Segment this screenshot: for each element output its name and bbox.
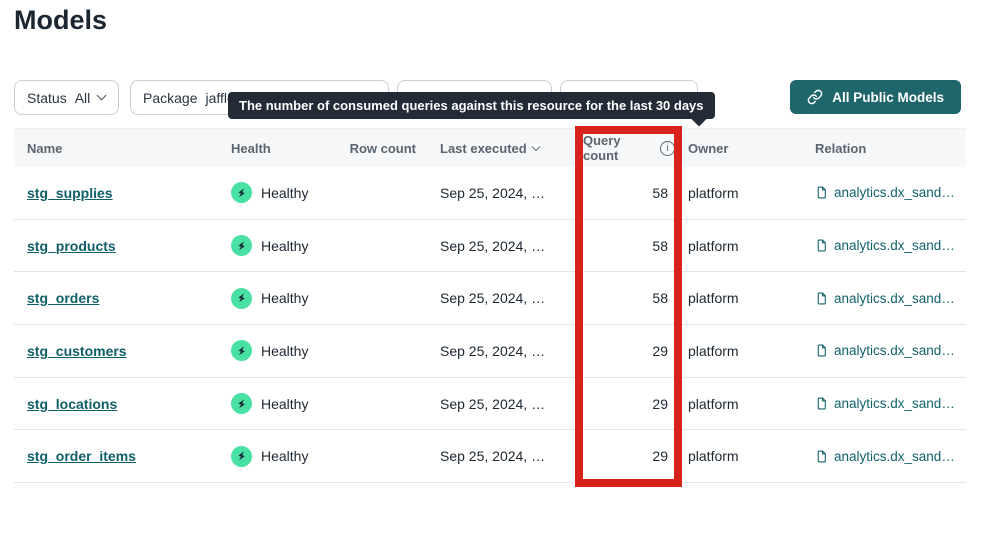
lightning-bolt-icon [231,287,252,309]
relation-text: analytics.dx_sand… [834,290,955,306]
health-status-text: Healthy [261,342,309,359]
owner-cell: platform [688,290,739,307]
owner-cell: platform [688,184,739,201]
owner-cell: platform [688,237,739,254]
last-executed-cell: Sep 25, 2024, … [440,290,546,307]
table-row: stg_products Healthy Sep 25, 2024, … 58 … [14,219,966,273]
table-row: stg_order_items Healthy Sep 25, 2024, … … [14,430,966,484]
query-count-cell: 58 [652,237,668,254]
column-header-last-executed[interactable]: Last executed [440,141,583,156]
model-link[interactable]: stg_products [27,237,116,254]
model-link[interactable]: stg_supplies [27,184,113,201]
last-executed-cell: Sep 25, 2024, … [440,395,546,412]
health-status-text: Healthy [261,184,309,201]
status-filter-value: All [74,89,91,106]
relation-text: analytics.dx_sand… [834,396,955,412]
model-link[interactable]: stg_order_items [27,448,136,465]
lightning-bolt-icon [231,340,252,362]
query-count-label: Query count [583,133,621,163]
query-count-cell: 58 [652,290,668,307]
last-executed-cell: Sep 25, 2024, … [440,237,546,254]
lightning-bolt-icon [231,445,252,467]
link-icon [807,89,823,105]
relation-link[interactable]: analytics.dx_sand… [815,238,955,253]
health-status-text: Healthy [261,395,309,412]
table-row: stg_customers Healthy Sep 25, 2024, … 29… [14,325,966,378]
owner-cell: platform [688,395,739,412]
model-link[interactable]: stg_orders [27,290,100,307]
column-header-query-count[interactable]: Query count [583,133,688,163]
column-header-row-count[interactable]: Row count [349,140,416,156]
document-icon [817,239,826,252]
last-executed-cell: Sep 25, 2024, … [440,448,546,465]
query-count-cell: 29 [652,342,668,359]
relation-link[interactable]: analytics.dx_sand… [815,291,955,306]
document-icon [817,397,826,410]
models-table: Name Health Row count Last executed Quer… [14,128,966,484]
last-executed-cell: Sep 25, 2024, … [440,184,546,201]
table-header-row: Name Health Row count Last executed Quer… [14,129,966,167]
health-status-text: Healthy [261,290,309,307]
relation-text: analytics.dx_sand… [834,343,955,359]
relation-text: analytics.dx_sand… [834,185,955,201]
document-icon [817,344,826,357]
table-row: stg_supplies Healthy Sep 25, 2024, … 58 … [14,167,966,220]
status-filter-dropdown[interactable]: Status All [14,80,119,115]
health-cell: Healthy [231,287,336,309]
health-cell: Healthy [231,445,336,467]
table-row: stg_orders Healthy Sep 25, 2024, … 58 pl… [14,272,966,326]
lightning-bolt-icon [231,235,252,257]
all-public-models-label: All Public Models [832,89,944,105]
health-cell: Healthy [231,182,336,204]
relation-text: analytics.dx_sand… [834,448,955,464]
all-public-models-button[interactable]: All Public Models [790,80,961,114]
query-count-tooltip: The number of consumed queries against t… [228,92,715,127]
relation-link[interactable]: analytics.dx_sand… [815,185,955,200]
relation-link[interactable]: analytics.dx_sand… [815,343,955,358]
health-cell: Healthy [231,393,336,415]
table-row: stg_locations Healthy Sep 25, 2024, … 29… [14,377,966,431]
info-circle-icon[interactable] [660,140,675,156]
health-status-text: Healthy [261,237,309,254]
lightning-bolt-icon [231,182,252,204]
document-icon [817,186,826,199]
document-icon [817,450,826,463]
status-filter-label: Status [27,89,67,106]
column-header-relation[interactable]: Relation [815,140,867,156]
query-count-cell: 58 [652,184,668,201]
query-count-cell: 29 [652,448,668,465]
health-status-text: Healthy [261,448,309,465]
document-icon [817,292,826,305]
column-header-name[interactable]: Name [27,140,63,156]
owner-cell: platform [688,448,739,465]
column-header-owner[interactable]: Owner [688,140,729,156]
query-count-cell: 29 [652,395,668,412]
chevron-down-icon [531,142,540,151]
chevron-down-icon [96,90,107,101]
package-filter-label: Package [143,89,198,106]
model-link[interactable]: stg_locations [27,395,118,412]
column-header-health[interactable]: Health [231,140,271,156]
health-cell: Healthy [231,235,336,257]
relation-link[interactable]: analytics.dx_sand… [815,449,955,464]
last-executed-cell: Sep 25, 2024, … [440,342,546,359]
lightning-bolt-icon [231,393,252,415]
model-link[interactable]: stg_customers [27,342,127,359]
relation-text: analytics.dx_sand… [834,238,955,254]
relation-link[interactable]: analytics.dx_sand… [815,396,955,411]
last-executed-label: Last executed [440,140,527,156]
owner-cell: platform [688,342,739,359]
tooltip-text: The number of consumed queries against t… [239,98,704,113]
health-cell: Healthy [231,340,336,362]
page-title: Models [14,5,108,35]
